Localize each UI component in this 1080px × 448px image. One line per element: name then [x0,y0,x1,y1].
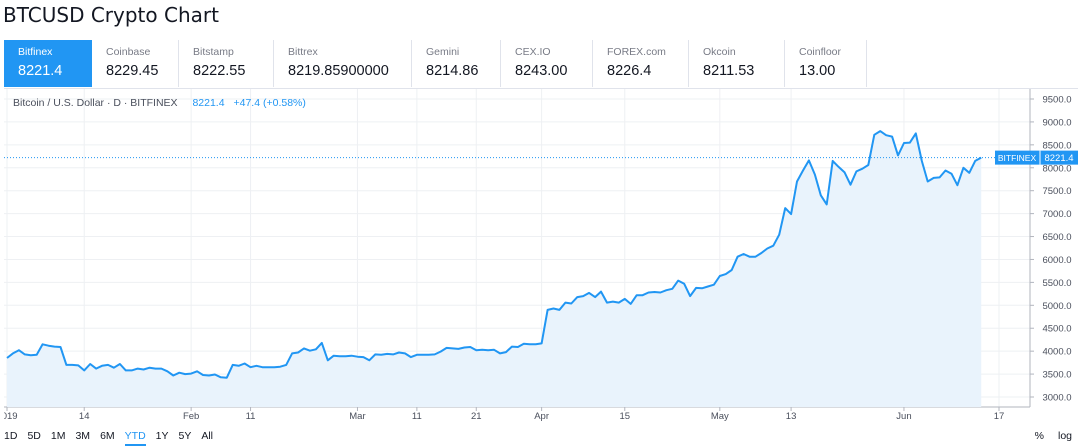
range-button-ytd[interactable]: YTD [124,428,146,446]
y-tick-label: 4000.0 [1042,347,1071,358]
tab-bittrex[interactable]: Bittrex 8219.85900000 [274,40,412,87]
y-tick-label: 7000.0 [1042,209,1071,220]
price-series-line [6,130,982,379]
tab-exchange-name: Okcoin [703,46,736,58]
tab-price: 8214.86 [426,63,479,79]
range-button-3m[interactable]: 3M [75,430,91,442]
tab-price: 8222.55 [193,63,246,79]
tab-forex-com[interactable]: FOREX.com 8226.4 [593,40,689,87]
x-tick-label: May [711,411,729,422]
page-title: BTCUSD Crypto Chart [3,3,219,27]
range-button-1y[interactable]: 1Y [155,430,169,442]
range-selector: 1D 5D 1M 3M 6M YTD 1Y 5Y All [4,428,223,446]
tab-price: 8243.00 [515,63,568,79]
tab-exchange-name: FOREX.com [607,46,666,58]
legend-change: +47.4 (+0.58%) [233,97,306,109]
tab-bitfinex[interactable]: Bitfinex 8221.4 [4,40,92,87]
range-button-5y[interactable]: 5Y [178,430,192,442]
y-tick-label: 6500.0 [1042,232,1071,243]
legend-symbol: Bitcoin / U.S. Dollar · D · BITFINEX [13,97,178,109]
x-tick-label: 11 [246,411,256,422]
tab-exchange-name: Coinfloor [799,46,842,58]
tab-price: 8226.4 [607,63,652,79]
x-tick-label: 11 [412,411,422,422]
tab-exchange-name: Coinbase [106,46,151,58]
x-tick-label: 21 [471,411,482,422]
x-tick-label: Jun [896,411,911,422]
range-button-1m[interactable]: 1M [50,430,66,442]
tab-price: 8221.4 [18,63,63,79]
tab-bitstamp[interactable]: Bitstamp 8222.55 [179,40,274,87]
tab-okcoin[interactable]: Okcoin 8211.53 [689,40,785,87]
y-tick-label: 9000.0 [1042,117,1071,128]
chart-area[interactable]: 9500.0 9000.0 8500.0 8000.0 7500.0 7000.0 6500… [4,88,1078,424]
tab-price: 8229.45 [106,63,159,79]
range-button-all[interactable]: All [201,430,214,442]
tab-price: 13.00 [799,63,836,79]
percent-scale-toggle[interactable]: % [1034,430,1044,442]
tab-exchange-name: Bitstamp [193,46,234,58]
tab-exchange-name: CEX.IO [515,46,551,58]
x-tick-label: Mar [349,411,365,422]
tab-exchange-name: Bitfinex [18,46,53,58]
legend-value: 8221.4 [192,97,225,109]
tab-price: 8219.85900000 [288,63,389,79]
y-tick-label: 3000.0 [1042,393,1071,404]
price-area-fill [7,131,982,407]
log-scale-toggle[interactable]: log [1057,430,1072,442]
x-tick-label: 2019 [4,411,18,422]
tab-gemini[interactable]: Gemini 8214.86 [412,40,501,87]
y-tick-label: 6000.0 [1042,255,1071,266]
y-tick-label: 8500.0 [1042,140,1071,151]
range-button-1d[interactable]: 1D [4,430,18,442]
tab-price: 8211.53 [703,63,755,79]
x-tick-label: 17 [994,411,1005,422]
scale-controls: % log [1035,428,1072,444]
chart-legend: Bitcoin / U.S. Dollar · D · BITFINEX 822… [13,97,306,109]
x-tick-label: 14 [79,411,90,422]
tab-coinfloor[interactable]: Coinfloor 13.00 [785,40,867,87]
price-badge-label: BITFINEX [998,153,1037,163]
price-chart[interactable]: 9500.0 9000.0 8500.0 8000.0 7500.0 7000.0 6500… [4,89,1078,425]
x-tick-label: Apr [534,411,549,422]
y-tick-label: 8000.0 [1042,163,1071,174]
tab-exchange-name: Gemini [426,46,460,58]
x-tick-label: 13 [786,411,797,422]
tab-coinbase[interactable]: Coinbase 8229.45 [92,40,179,87]
y-tick-label: 3500.0 [1042,370,1071,381]
x-tick-label: 15 [619,411,630,422]
price-badge [995,150,1078,165]
range-button-5d[interactable]: 5D [27,430,41,442]
y-tick-label: 9500.0 [1042,95,1071,106]
y-tick-label: 5000.0 [1042,301,1071,312]
tab-exchange-name: Bittrex [288,46,318,58]
y-tick-label: 4500.0 [1042,324,1071,335]
x-tick-label: Feb [183,411,199,422]
price-badge-value: 8221.4 [1044,153,1073,164]
y-tick-label: 5500.0 [1042,278,1071,289]
exchange-tabs: Bitfinex 8221.4 Coinbase 8229.45 Bitstamp 822… [4,40,1078,89]
range-button-6m[interactable]: 6M [100,430,115,442]
tab-cex-io[interactable]: CEX.IO 8243.00 [501,40,593,87]
y-tick-label: 7500.0 [1042,186,1071,197]
